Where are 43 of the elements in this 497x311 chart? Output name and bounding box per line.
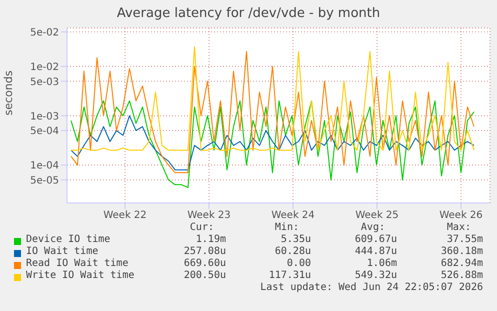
y-tick-label: 1e-03 — [30, 111, 59, 122]
line-series — [70, 115, 474, 170]
text: 444.87u — [354, 246, 397, 257]
line-series — [70, 100, 474, 188]
y-tick-label: 1e-02 — [30, 62, 59, 73]
chart-title: Average latency for /dev/vde - by month — [116, 6, 382, 21]
y-tick-label: 5e-03 — [30, 76, 59, 88]
text: 360.18m — [440, 246, 483, 257]
text: 1.06m — [366, 258, 397, 269]
text: 0.00 — [286, 258, 311, 269]
text: 60.28u — [274, 246, 311, 257]
text: 5.35u — [280, 234, 311, 245]
legend-label: Device IO time — [26, 234, 110, 245]
x-tick-label: Week 25 — [355, 210, 399, 222]
text: 37.55m — [446, 234, 483, 245]
x-tick-label: Week 23 — [187, 210, 231, 222]
text: 526.88m — [440, 270, 483, 281]
text: Max: — [446, 222, 471, 233]
x-tick-label: Week 24 — [271, 210, 315, 222]
y-tick-label: 5e-04 — [30, 126, 59, 138]
line-series — [70, 46, 474, 151]
text: Cur: — [190, 222, 214, 233]
y-axis-title: seconds — [2, 70, 15, 116]
text: 117.31u — [268, 270, 311, 281]
text: 1.19m — [196, 234, 226, 245]
text: 669.60u — [184, 258, 226, 269]
text: Last update: Wed Jun 24 22:05:07 2026 — [260, 282, 483, 293]
legend-label: Read IO Wait time — [26, 258, 128, 269]
text: 257.08u — [184, 246, 226, 257]
text: 549.32u — [354, 270, 397, 281]
x-tick-label: Week 26 — [439, 210, 483, 222]
line-series — [70, 51, 474, 174]
y-tick-label: 5e-05 — [30, 175, 59, 186]
y-tick-label: 5e-02 — [30, 27, 59, 38]
legend-label: IO Wait time — [26, 246, 98, 257]
text: 200.50u — [184, 270, 226, 281]
text: Avg: — [360, 222, 385, 233]
text: Min: — [274, 222, 299, 233]
text: 609.67u — [354, 234, 397, 245]
legend-label: Write IO Wait time — [26, 270, 134, 281]
text: 682.94m — [440, 258, 483, 269]
y-tick-label: 1e-04 — [30, 160, 59, 172]
x-tick-label: Week 22 — [103, 210, 147, 222]
